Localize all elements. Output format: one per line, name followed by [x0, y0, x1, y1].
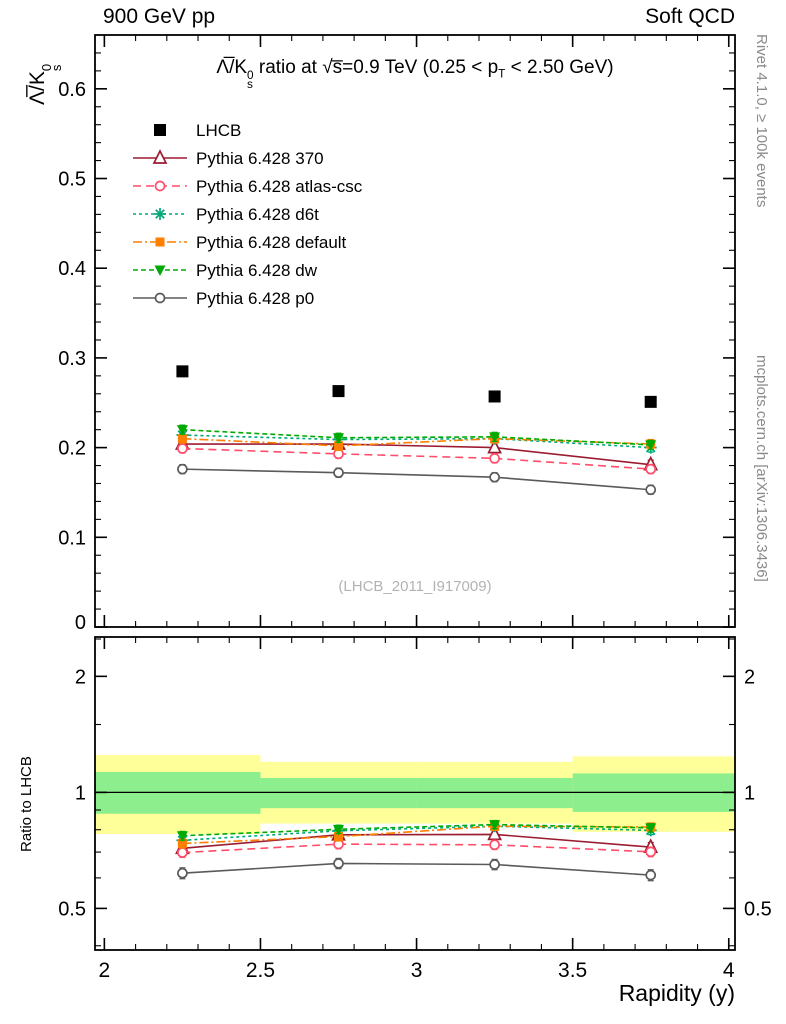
- tick-label: 0.6: [58, 79, 86, 101]
- tick-label: 0.5: [744, 898, 772, 920]
- legend-item-p370: Pythia 6.428 370: [133, 149, 324, 168]
- ylabel-subscript: s: [48, 64, 64, 72]
- title-part3: < 2.50 GeV): [505, 57, 614, 78]
- ylabel-part1: Λ̅/K: [26, 71, 49, 105]
- title-part2: ratio at √s̅=0.9 TeV (0.25 < p: [253, 57, 499, 78]
- series-atlascsc: [177, 443, 657, 859]
- tick-label: 3.5: [558, 959, 587, 982]
- tick-label: 2: [75, 666, 86, 688]
- analysis-id-watermark: (LHCB_2011_I917009): [338, 578, 492, 595]
- title-superscript: 0: [247, 68, 254, 82]
- green-band-segment: [260, 777, 417, 809]
- ratio-y-axis-label: Ratio to LHCB: [18, 756, 35, 852]
- legend-label: Pythia 6.428 dw: [196, 261, 318, 280]
- axis-tick-labels: 0 0.1 0.2 0.3 0.4 0.5 0.6 0.5 0.5 1 1 2 2 2 2.5 3 3.5 4: [58, 79, 772, 982]
- legend-label: Pythia 6.428 atlas-csc: [196, 177, 363, 196]
- rivet-version-note: Rivet 4.1.0, ≥ 100k events: [753, 34, 770, 208]
- legend-item-d6t: Pythia 6.428 d6t: [133, 205, 319, 224]
- ratio-panel-frame: [94, 636, 736, 951]
- tick-label: 1: [75, 782, 86, 804]
- series-p0: [177, 463, 657, 882]
- title-part1: Λ̅/K: [216, 57, 248, 78]
- legend-item-dw: Pythia 6.428 dw: [133, 261, 318, 280]
- mcplots-arxiv-note: mcplots.cern.ch [arXiv:1306.3436]: [753, 355, 770, 582]
- title-subscript: s: [247, 78, 253, 92]
- header-beam-energy: 900 GeV pp: [103, 5, 216, 28]
- header-process-group: Soft QCD: [645, 5, 735, 28]
- tick-label: 1: [744, 782, 755, 804]
- tick-label: 2: [99, 959, 111, 982]
- legend-label: Pythia 6.428 370: [196, 149, 324, 168]
- legend-label: Pythia 6.428 p0: [196, 289, 314, 308]
- tick-label: 2: [744, 666, 755, 688]
- tick-label: 4: [723, 959, 735, 982]
- legend-label: Pythia 6.428 default: [196, 233, 347, 252]
- tick-label: 0.5: [58, 898, 86, 920]
- main-y-axis-label: Λ̅/K 0 s: [26, 64, 64, 105]
- axis-ticks: [95, 35, 735, 950]
- tick-label: 0.4: [58, 258, 86, 280]
- plot-title: Λ̅/K 0 s ratio at √s̅=0.9 TeV (0.25 < pT <…: [95, 57, 735, 92]
- ratio-uncertainty-bands: [95, 755, 735, 834]
- legend-item-default: Pythia 6.428 default: [133, 233, 347, 252]
- legend-label: LHCB: [196, 121, 241, 140]
- tick-label: 0.2: [58, 438, 86, 460]
- tick-label: 0: [75, 612, 86, 634]
- tick-label: 2.5: [246, 959, 275, 982]
- pt-subscript: T: [498, 67, 506, 81]
- green-band-segment: [416, 777, 573, 809]
- tick-label: 0.1: [58, 527, 86, 549]
- legend-item-p0: Pythia 6.428 p0: [133, 289, 314, 308]
- series-lhcb: [176, 365, 657, 408]
- tick-label: 0.5: [58, 169, 86, 191]
- legend-label: Pythia 6.428 d6t: [196, 205, 319, 224]
- x-axis-label: Rapidity (y): [618, 980, 735, 1006]
- legend: LHCB Pythia 6.428 370 Pythia 6.428 atlas-c…: [133, 121, 363, 308]
- tick-label: 3: [411, 959, 423, 982]
- legend-item-lhcb: LHCB: [154, 121, 241, 140]
- series-dw: [176, 424, 657, 842]
- main-panel-frame: [94, 34, 736, 628]
- legend-item-atlascsc: Pythia 6.428 atlas-csc: [133, 177, 363, 196]
- tick-label: 0.3: [58, 348, 86, 370]
